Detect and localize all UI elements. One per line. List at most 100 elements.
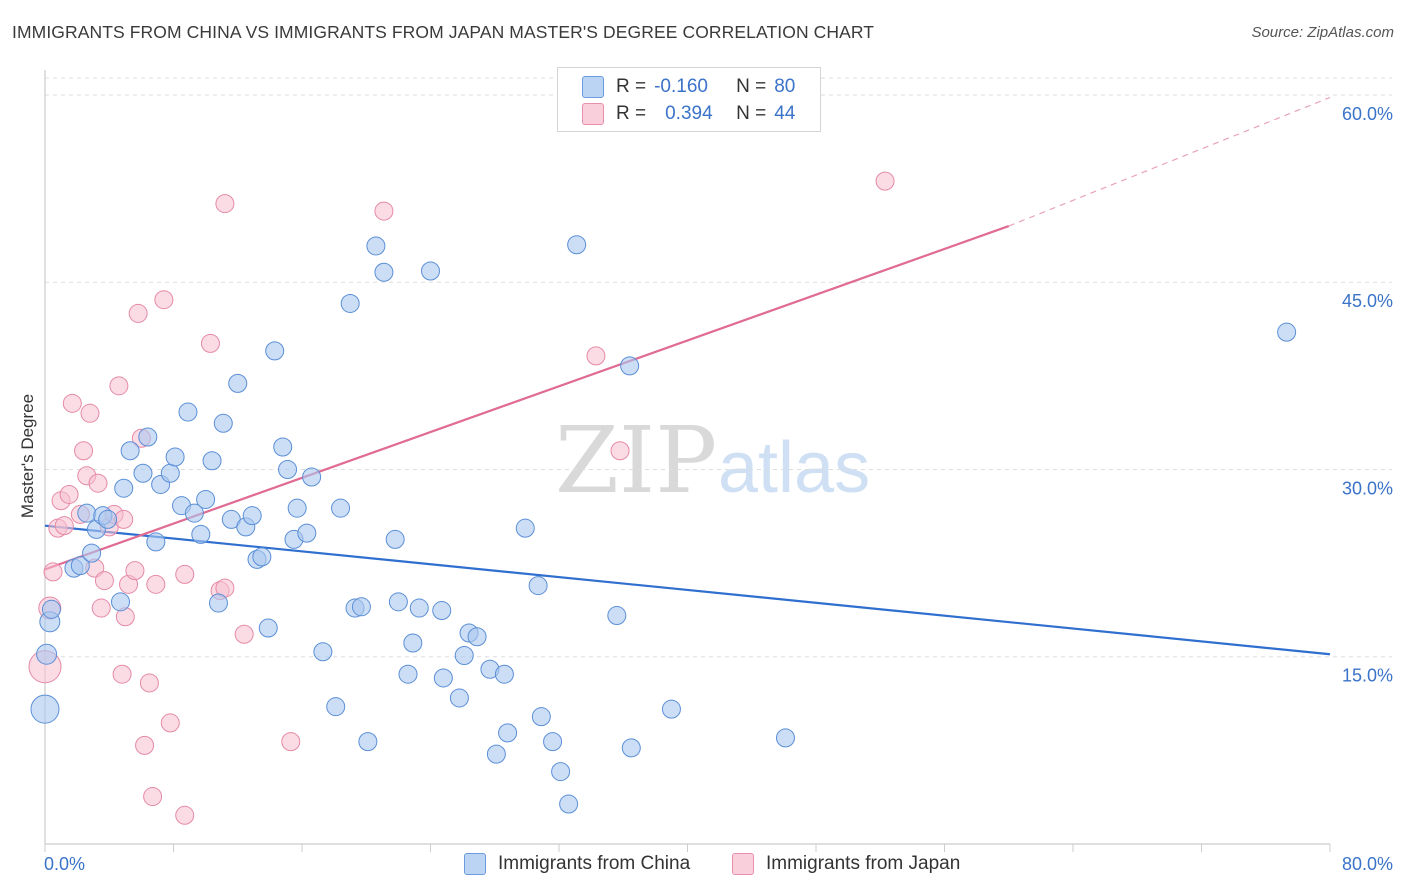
source-label: Source: ZipAtlas.com (1251, 24, 1394, 41)
x-tick-label: 0.0% (44, 854, 85, 874)
china-point (208, 593, 228, 613)
japan-point (586, 346, 606, 366)
china-point (258, 618, 278, 638)
china-point (313, 642, 333, 662)
china-point (366, 236, 386, 256)
china-point (498, 723, 518, 743)
china-point (528, 576, 548, 596)
japan-point (80, 403, 100, 423)
n-value: 80 (774, 76, 796, 97)
china-point (302, 467, 322, 487)
legend-row-china: R = -0.160 N = 80 (582, 74, 795, 100)
china-point (326, 697, 346, 717)
china-point (559, 794, 579, 814)
japan-point (43, 562, 63, 582)
japan-point (143, 787, 163, 807)
japan-point (875, 171, 895, 191)
japan-point (135, 735, 155, 755)
china-point (388, 592, 408, 612)
china-point (449, 688, 469, 708)
china-point (486, 744, 506, 764)
watermark-zip: ZIP (555, 407, 717, 514)
china-point (30, 694, 60, 724)
japan-point (175, 805, 195, 825)
china-point (567, 235, 587, 255)
data-points (28, 171, 1297, 825)
r-label: R = (616, 103, 647, 124)
japan-point (175, 564, 195, 584)
gridlines (45, 77, 1392, 658)
china-point (77, 503, 97, 523)
japan-point (139, 673, 159, 693)
japan-point (59, 484, 79, 504)
china-point (213, 413, 233, 433)
china-point (138, 427, 158, 447)
japan-point (281, 732, 301, 752)
y-tick-label: 60.0% (1342, 104, 1393, 124)
china-point (467, 627, 487, 647)
japan-trend-extension (1008, 96, 1331, 227)
japan-point (128, 303, 148, 323)
china-point (265, 341, 285, 361)
japan-point (154, 290, 174, 310)
china-point (41, 599, 61, 619)
china-point (165, 447, 185, 467)
china-point (146, 532, 166, 552)
japan-point (610, 441, 630, 461)
legend-item-china: Immigrants from China (464, 852, 690, 876)
china-point (351, 597, 371, 617)
china-point (160, 463, 180, 483)
china-point (454, 645, 474, 665)
china-point (178, 402, 198, 422)
china-swatch (464, 853, 486, 875)
r-label: R = (616, 76, 647, 97)
china-point (133, 463, 153, 483)
y-tick-label: 45.0% (1342, 291, 1393, 311)
japan-point (160, 713, 180, 733)
china-point (385, 529, 405, 549)
legend-label-china: Immigrants from China (498, 853, 691, 874)
china-point (433, 668, 453, 688)
china-swatch (582, 76, 604, 98)
china-point (242, 506, 262, 526)
japan-point (62, 393, 82, 413)
japan-point (234, 624, 254, 644)
china-point (191, 524, 211, 544)
china-point (228, 373, 248, 393)
china-point (36, 643, 58, 665)
japan-point (74, 441, 94, 461)
china-point (70, 556, 90, 576)
japan-swatch (582, 103, 604, 125)
japan-swatch (732, 853, 754, 875)
china-point (98, 509, 118, 529)
china-point (543, 732, 563, 752)
china-point (287, 498, 307, 518)
china-point (340, 293, 360, 313)
x-tick-label: 80.0% (1342, 854, 1393, 874)
japan-point (109, 376, 129, 396)
japan-point (374, 201, 394, 221)
watermark-atlas: atlas (718, 428, 870, 508)
china-point (775, 728, 795, 748)
china-point (82, 543, 102, 563)
japan-trend-line (44, 225, 1010, 571)
y-tick-label: 30.0% (1342, 478, 1393, 498)
japan-point (88, 473, 108, 493)
japan-point (91, 598, 111, 618)
china-point (494, 664, 514, 684)
tick-labels: 15.0% 30.0% 45.0% 60.0% 0.0% 80.0% (44, 104, 1393, 874)
japan-point (200, 333, 220, 353)
china-point (297, 523, 317, 543)
japan-point (112, 664, 132, 684)
china-point (403, 633, 423, 653)
china-point (358, 732, 378, 752)
china-point (110, 592, 130, 612)
china-point (531, 707, 551, 727)
n-label: N = (736, 76, 767, 97)
china-point (621, 738, 641, 758)
japan-point (125, 561, 145, 581)
r-value: 0.394 (665, 103, 713, 124)
china-point (515, 518, 535, 538)
china-point (398, 664, 418, 684)
